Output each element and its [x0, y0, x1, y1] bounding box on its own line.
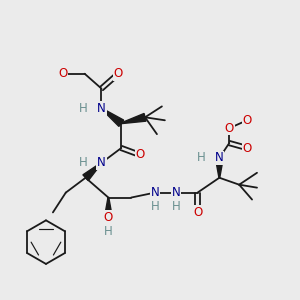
Text: N: N — [215, 152, 224, 164]
Text: O: O — [58, 67, 68, 80]
Polygon shape — [121, 113, 146, 124]
Text: H: H — [104, 225, 113, 238]
Polygon shape — [101, 108, 124, 126]
Text: H: H — [197, 152, 206, 164]
Text: H: H — [171, 200, 180, 213]
Text: H: H — [151, 200, 159, 213]
Polygon shape — [104, 198, 112, 218]
Text: O: O — [136, 148, 145, 161]
Text: O: O — [193, 206, 202, 219]
Text: O: O — [242, 142, 252, 154]
Text: O: O — [104, 211, 113, 224]
Text: N: N — [171, 186, 180, 199]
Text: N: N — [97, 156, 106, 170]
Text: O: O — [225, 122, 234, 135]
Text: O: O — [114, 67, 123, 80]
Polygon shape — [215, 158, 223, 178]
Text: H: H — [79, 156, 88, 170]
Text: N: N — [97, 102, 106, 115]
Polygon shape — [83, 163, 102, 181]
Text: H: H — [79, 102, 88, 115]
Text: N: N — [151, 186, 159, 199]
Text: O: O — [242, 114, 252, 127]
